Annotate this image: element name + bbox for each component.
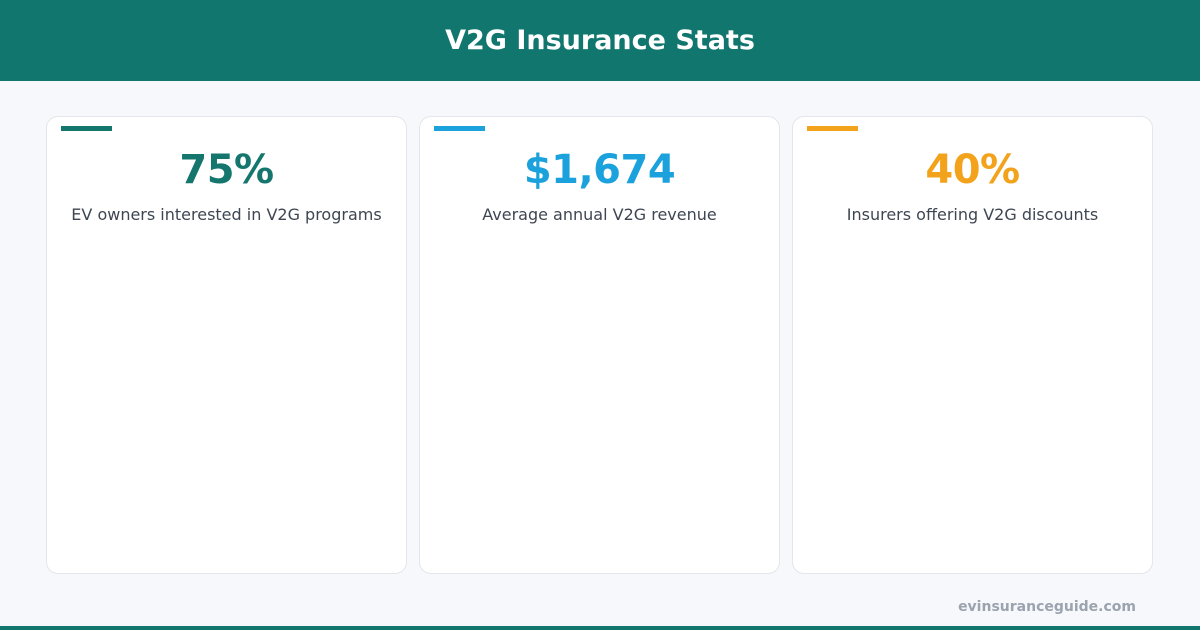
stat-value: 75% <box>179 147 274 193</box>
accent-bar <box>807 126 858 131</box>
header: V2G Insurance Stats <box>0 0 1200 81</box>
title: V2G Insurance Stats <box>445 25 755 56</box>
stat-card: $1,674 Average annual V2G revenue <box>419 116 780 574</box>
stat-value: 40% <box>925 147 1020 193</box>
accent-bar <box>434 126 485 131</box>
bottom-line <box>0 626 1200 630</box>
stat-label: EV owners interested in V2G programs <box>71 205 382 224</box>
accent-bar <box>61 126 112 131</box>
stat-value: $1,674 <box>523 147 676 193</box>
footer-site: evinsuranceguide.com <box>958 599 1136 615</box>
stat-card: 75% EV owners interested in V2G programs <box>46 116 407 574</box>
stat-label: Average annual V2G revenue <box>482 205 717 224</box>
stat-label: Insurers offering V2G discounts <box>846 205 1099 224</box>
stat-card: 40% Insurers offering V2G discounts <box>792 116 1153 574</box>
